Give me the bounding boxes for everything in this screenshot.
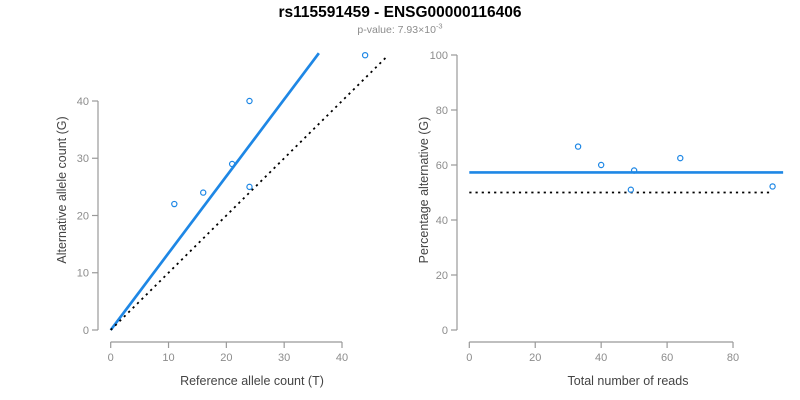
data-point [597, 161, 605, 169]
x-axis-title: Reference allele count (T) [180, 374, 324, 388]
x-tick-label: 10 [162, 352, 174, 364]
data-point [769, 183, 776, 190]
y-tick-label: 30 [77, 153, 89, 165]
pvalue-mantissa: 7.93 [397, 24, 419, 36]
data-point [630, 167, 638, 174]
x-tick-label: 60 [661, 352, 673, 364]
data-point [627, 186, 635, 193]
x-axis-title: Total number of reads [568, 374, 689, 388]
x-tick-label: 0 [466, 352, 472, 364]
x-tick-label: 30 [278, 352, 290, 364]
fitted-ratio-line [109, 52, 320, 331]
y-tick-label: 80 [436, 105, 448, 117]
plot-subtitle: p-value: 7.93×10-3 [0, 21, 800, 36]
x-tick-label: 0 [108, 352, 114, 364]
x-tick-label: 40 [336, 352, 348, 364]
data-point [171, 200, 178, 208]
y-tick-label: 20 [77, 210, 89, 222]
data-point [200, 189, 207, 196]
x-tick-label: 40 [595, 352, 607, 364]
data-point [246, 183, 253, 191]
pvalue-label: p-value: [357, 24, 398, 36]
y-tick-label: 40 [77, 96, 89, 108]
times-symbol: × [418, 24, 425, 36]
y-tick-label: 0 [83, 325, 89, 337]
y-tick-label: 60 [436, 160, 448, 172]
y-tick-label: 0 [442, 325, 448, 337]
plot-title: rs115591459 - ENSG00000116406 [278, 4, 522, 21]
x-tick-label: 20 [220, 352, 232, 364]
data-point [677, 154, 684, 162]
identity-line [110, 56, 388, 331]
y-tick-label: 100 [430, 50, 448, 62]
y-axis-title: Alternative allele count (G) [55, 116, 69, 263]
pvalue-base: 10 [424, 24, 436, 36]
x-tick-label: 20 [529, 352, 541, 364]
y-axis-title: Percentage alternative (G) [417, 117, 431, 264]
panel-allele-counts: 0 10 20 30 40 0 10 20 30 40 Reference allele count… [55, 52, 388, 388]
y-tick-label: 20 [436, 270, 448, 282]
data-point [574, 143, 582, 150]
pvalue-exponent: -3 [435, 21, 443, 31]
x-tick-label: 80 [727, 352, 739, 364]
data-point [228, 160, 236, 168]
y-tick-label: 10 [77, 268, 89, 280]
data-point [246, 97, 253, 105]
panel-percentage-vs-reads: 0 20 40 60 80 100 0 20 40 60 80 Total number of rea… [417, 50, 784, 388]
y-tick-label: 40 [436, 215, 448, 227]
data-point [361, 52, 369, 59]
